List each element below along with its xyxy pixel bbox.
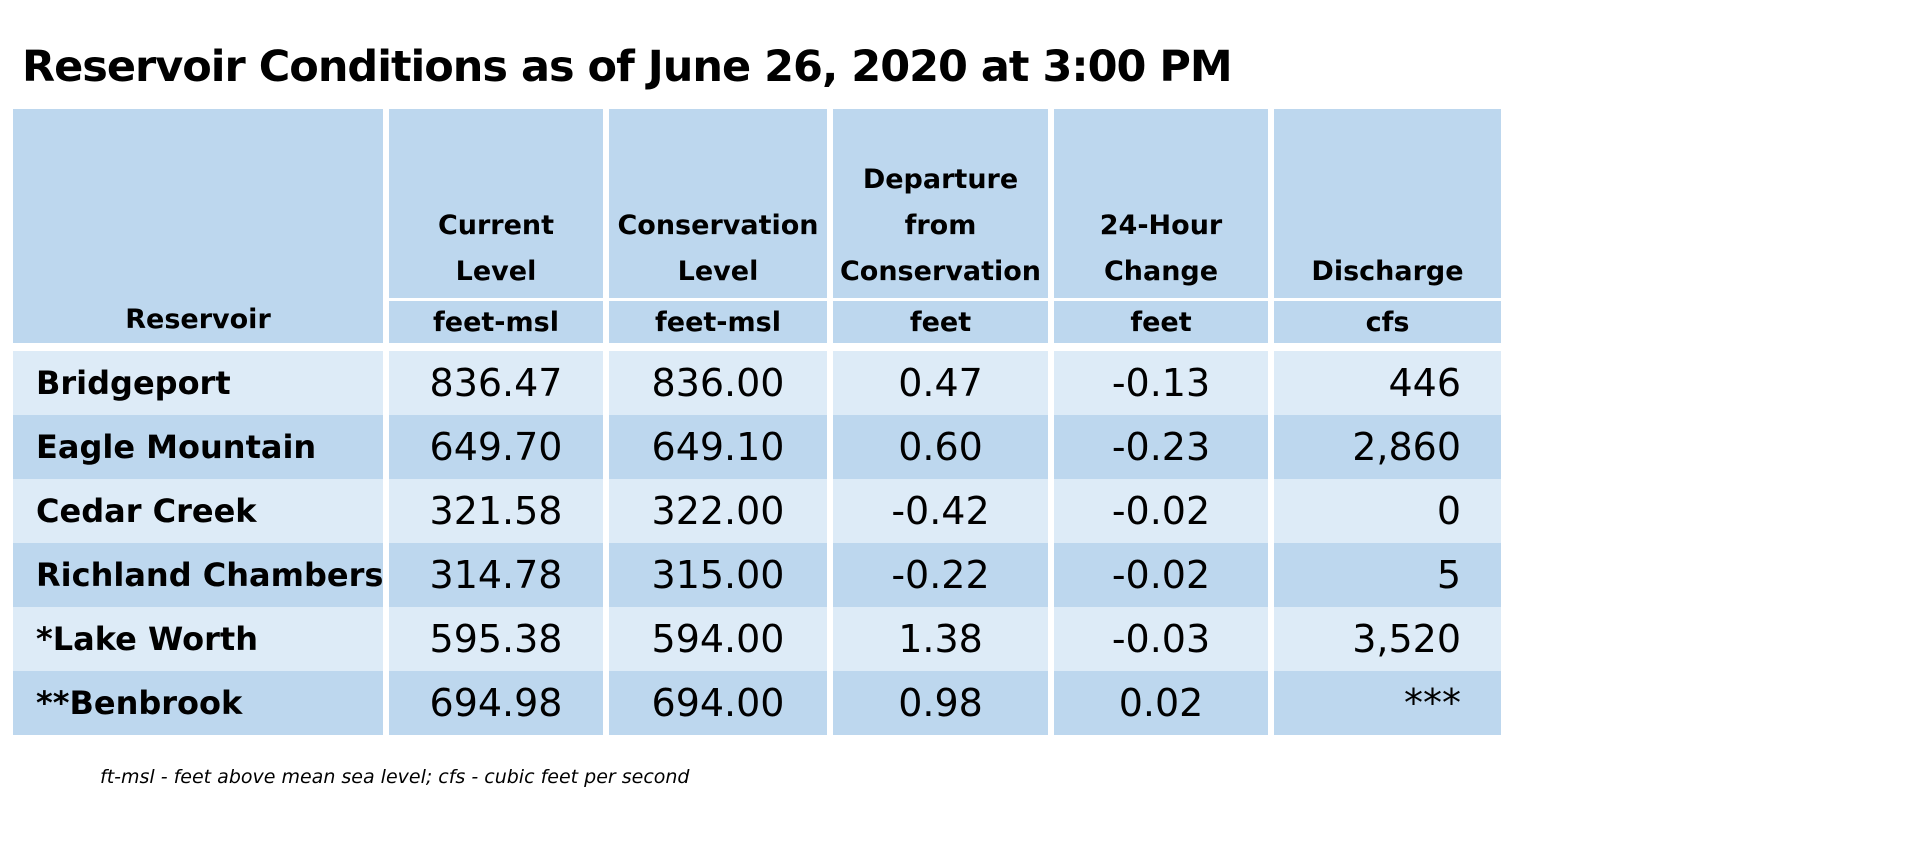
header-departure: Departure from Conservation bbox=[827, 109, 1051, 300]
header-current-level-line-2: Level bbox=[455, 256, 537, 287]
change-cell: 0.02 bbox=[1048, 671, 1271, 735]
change-cell: -0.23 bbox=[1048, 415, 1271, 479]
reservoir-name: Richland Chambers bbox=[13, 543, 386, 607]
change-cell: -0.03 bbox=[1048, 607, 1271, 671]
header-current-level: Current Level bbox=[383, 109, 606, 300]
reservoir-name: Eagle Mountain bbox=[13, 415, 386, 479]
conservation-level-cell: 836.00 bbox=[603, 343, 830, 415]
discharge-cell: 5 bbox=[1268, 543, 1501, 607]
conservation-level-cell: 649.10 bbox=[603, 415, 830, 479]
header-conservation-level-line-1: Conservation bbox=[617, 210, 819, 241]
header-row: Reservoir Current Level Conservation Lev… bbox=[13, 109, 1501, 347]
departure-cell: 0.47 bbox=[827, 343, 1051, 415]
unit-discharge: cfs bbox=[1268, 298, 1501, 347]
header-conservation-level: Conservation Level bbox=[603, 109, 830, 300]
unit-24-hour-change: feet bbox=[1048, 298, 1271, 347]
change-cell: -0.02 bbox=[1048, 479, 1271, 543]
header-reservoir: Reservoir bbox=[13, 109, 386, 347]
reservoir-name: Cedar Creek bbox=[13, 479, 386, 543]
current-level-cell: 595.38 bbox=[383, 607, 606, 671]
current-level-cell: 836.47 bbox=[383, 343, 606, 415]
header-discharge-line-1: Discharge bbox=[1311, 256, 1464, 287]
table-row: Richland Chambers 314.78 315.00 -0.22 -0… bbox=[13, 543, 1501, 607]
table-row: Eagle Mountain 649.70 649.10 0.60 -0.23 … bbox=[13, 415, 1501, 479]
departure-cell: 0.60 bbox=[827, 415, 1051, 479]
reservoir-name: *Lake Worth bbox=[13, 607, 386, 671]
unit-departure: feet bbox=[827, 298, 1051, 347]
conservation-level-cell: 315.00 bbox=[603, 543, 830, 607]
unit-row: feet-msl feet-msl feet feet cfs bbox=[13, 298, 1501, 347]
change-cell: -0.02 bbox=[1048, 543, 1271, 607]
unit-current-level: feet-msl bbox=[383, 298, 606, 347]
discharge-cell: 0 bbox=[1268, 479, 1501, 543]
departure-cell: 1.38 bbox=[827, 607, 1051, 671]
footnote: ft-msl - feet above mean sea level; cfs … bbox=[100, 766, 690, 788]
discharge-cell: 3,520 bbox=[1268, 607, 1501, 671]
page-title: Reservoir Conditions as of June 26, 2020… bbox=[22, 42, 1233, 92]
header-reservoir-label: Reservoir bbox=[125, 304, 271, 335]
current-level-cell: 321.58 bbox=[383, 479, 606, 543]
conservation-level-cell: 322.00 bbox=[603, 479, 830, 543]
discharge-cell: 2,860 bbox=[1268, 415, 1501, 479]
reservoir-table: Reservoir Current Level Conservation Lev… bbox=[13, 109, 1501, 735]
header-departure-line-1: Departure bbox=[862, 164, 1019, 195]
reservoir-name: Bridgeport bbox=[13, 343, 386, 415]
departure-cell: -0.42 bbox=[827, 479, 1051, 543]
header-24-hour-change-line-1: 24-Hour bbox=[1099, 210, 1223, 241]
header-departure-line-3: Conservation bbox=[839, 256, 1042, 287]
header-current-level-line-1: Current bbox=[437, 210, 555, 241]
reservoir-name: **Benbrook bbox=[13, 671, 386, 735]
unit-conservation-level: feet-msl bbox=[603, 298, 830, 347]
discharge-cell: *** bbox=[1268, 671, 1501, 735]
current-level-cell: 649.70 bbox=[383, 415, 606, 479]
header-24-hour-change: 24-Hour Change bbox=[1048, 109, 1271, 300]
departure-cell: 0.98 bbox=[827, 671, 1051, 735]
current-level-cell: 694.98 bbox=[383, 671, 606, 735]
table-row: **Benbrook 694.98 694.00 0.98 0.02 *** bbox=[13, 671, 1501, 735]
departure-cell: -0.22 bbox=[827, 543, 1051, 607]
conservation-level-cell: 694.00 bbox=[603, 671, 830, 735]
conservation-level-cell: 594.00 bbox=[603, 607, 830, 671]
header-discharge: Discharge bbox=[1268, 109, 1501, 300]
discharge-cell: 446 bbox=[1268, 343, 1501, 415]
table-row: *Lake Worth 595.38 594.00 1.38 -0.03 3,5… bbox=[13, 607, 1501, 671]
header-departure-line-2: from bbox=[904, 210, 977, 241]
header-24-hour-change-line-2: Change bbox=[1103, 256, 1219, 287]
table-row: Cedar Creek 321.58 322.00 -0.42 -0.02 0 bbox=[13, 479, 1501, 543]
header-conservation-level-line-2: Level bbox=[677, 256, 759, 287]
current-level-cell: 314.78 bbox=[383, 543, 606, 607]
change-cell: -0.13 bbox=[1048, 343, 1271, 415]
reservoir-table-container: Reservoir Current Level Conservation Lev… bbox=[13, 109, 1501, 735]
table-row: Bridgeport 836.47 836.00 0.47 -0.13 446 bbox=[13, 343, 1501, 415]
